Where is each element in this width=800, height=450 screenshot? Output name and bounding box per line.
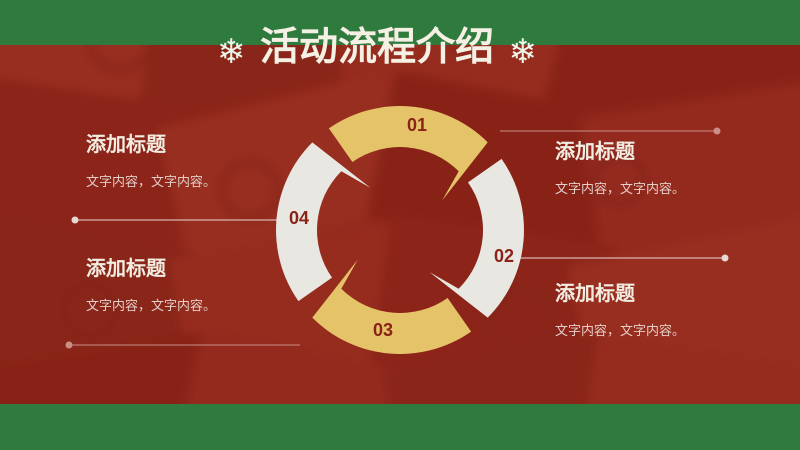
svg-text:01: 01 <box>407 115 427 135</box>
svg-text:02: 02 <box>494 246 514 266</box>
svg-text:03: 03 <box>373 320 393 340</box>
svg-text:04: 04 <box>289 208 309 228</box>
